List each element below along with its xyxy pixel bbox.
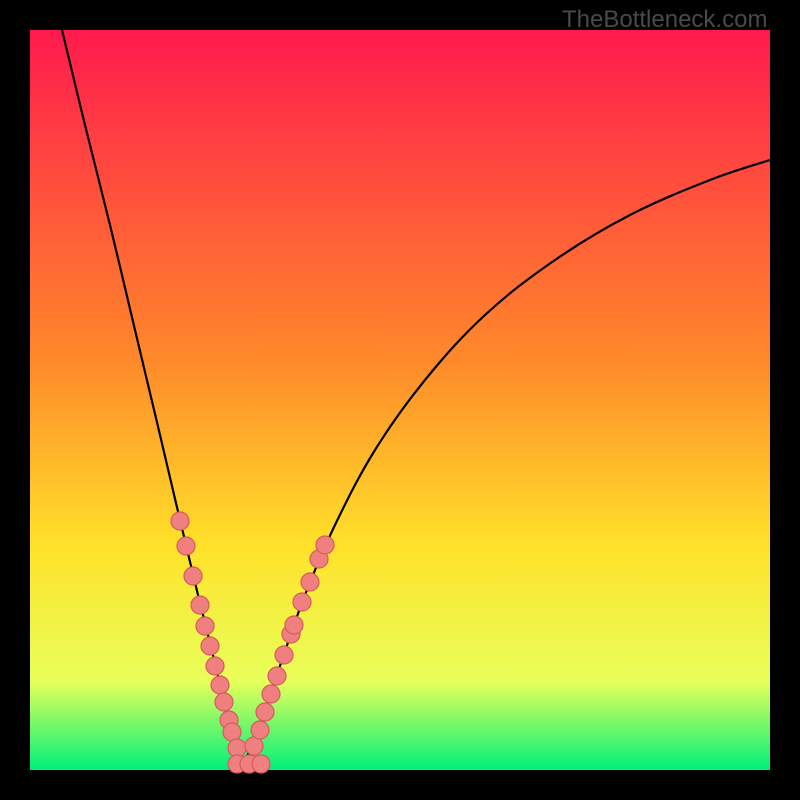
data-marker [252, 755, 270, 773]
data-marker [177, 537, 195, 555]
v-curve-path [62, 30, 770, 766]
data-marker [215, 693, 233, 711]
data-marker [251, 721, 269, 739]
data-marker [184, 567, 202, 585]
chart-svg [0, 0, 800, 800]
data-marker [285, 616, 303, 634]
chart-frame: TheBottleneck.com [0, 0, 800, 800]
data-marker [196, 617, 214, 635]
data-marker [228, 739, 246, 757]
marker-group [171, 512, 334, 773]
data-marker [191, 596, 209, 614]
data-marker [211, 676, 229, 694]
data-marker [316, 536, 334, 554]
data-marker [293, 593, 311, 611]
data-marker [206, 657, 224, 675]
data-marker [256, 703, 274, 721]
data-marker [201, 637, 219, 655]
data-marker [275, 646, 293, 664]
data-marker [268, 667, 286, 685]
data-marker [262, 685, 280, 703]
data-marker [223, 723, 241, 741]
data-marker [171, 512, 189, 530]
data-marker [245, 737, 263, 755]
data-marker [301, 573, 319, 591]
